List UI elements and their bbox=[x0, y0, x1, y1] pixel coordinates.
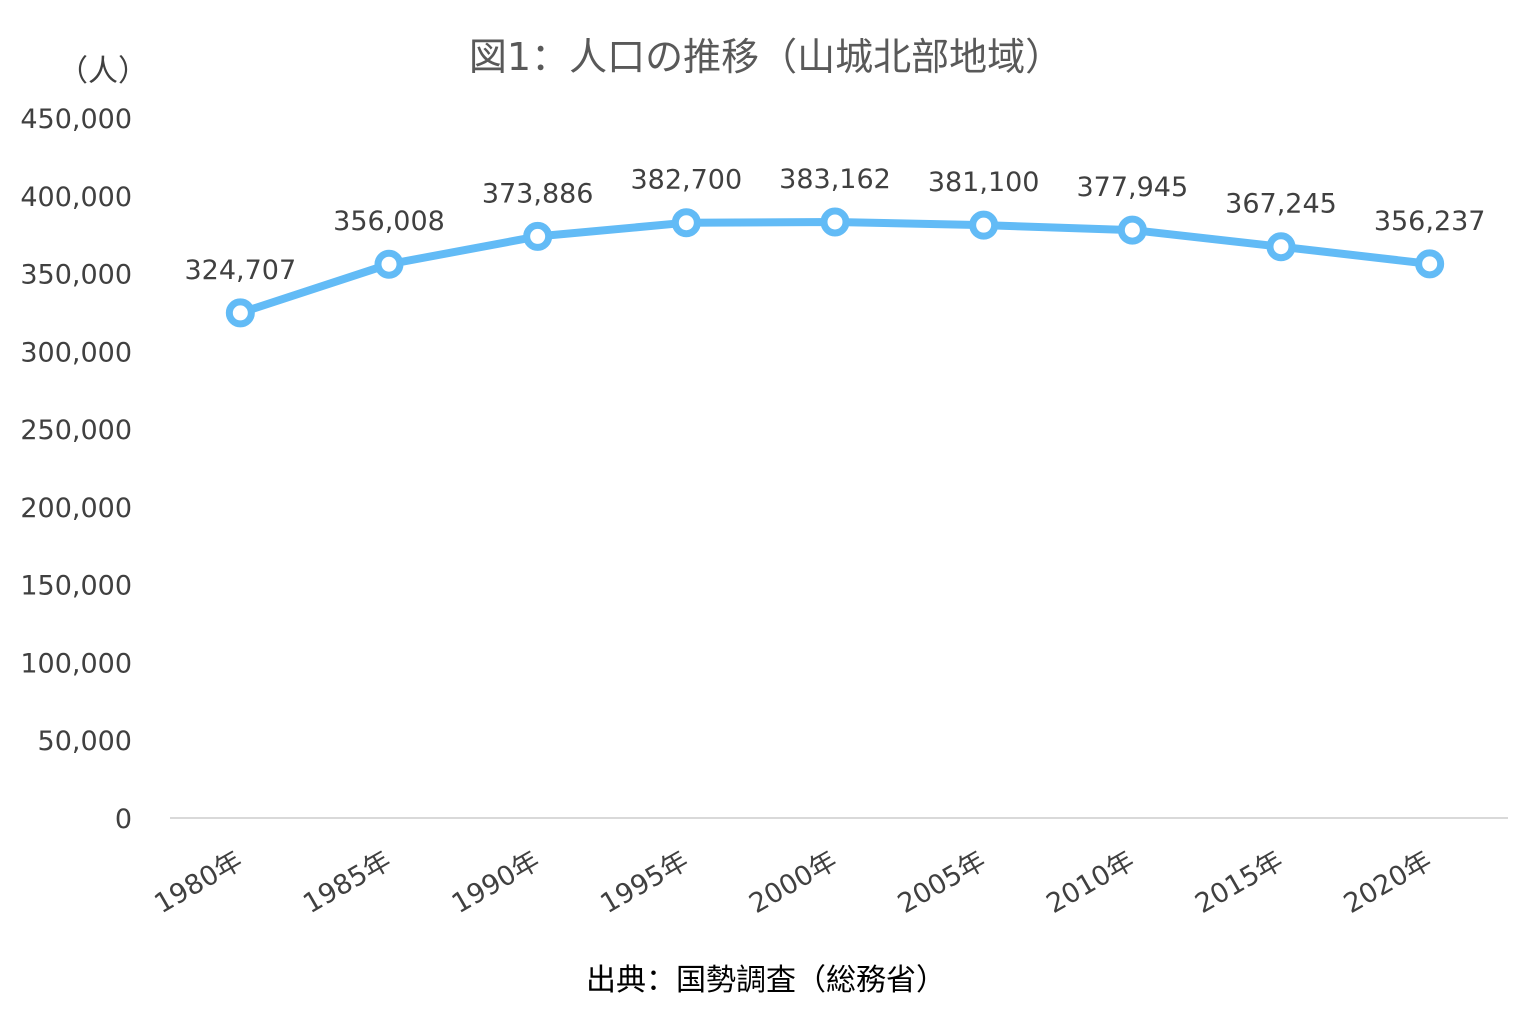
data-point bbox=[1415, 249, 1445, 279]
y-tick-label: 350,000 bbox=[20, 260, 132, 291]
y-tick-label: 250,000 bbox=[20, 415, 132, 446]
data-label: 356,008 bbox=[333, 206, 445, 237]
data-point bbox=[1266, 232, 1296, 262]
x-tick-label: 2005年 bbox=[893, 845, 991, 920]
x-tick-label: 1995年 bbox=[595, 845, 693, 920]
y-axis-ticks: 0 50,000 100,000 150,000 200,000 250,000 300,0… bbox=[20, 104, 132, 835]
data-point bbox=[225, 298, 255, 328]
data-point bbox=[671, 208, 701, 238]
chart-title: 図1：人口の推移（山城北部地域） bbox=[468, 35, 1064, 79]
x-tick-label: 2000年 bbox=[744, 845, 842, 920]
x-axis-ticks: 1980年 1985年 1990年 1995年 2000年 2005年 2010年 2015年… bbox=[149, 845, 1437, 920]
y-axis-unit: （人） bbox=[58, 54, 148, 89]
x-tick-label: 1990年 bbox=[447, 845, 545, 920]
data-point bbox=[374, 249, 404, 279]
data-label: 381,100 bbox=[928, 167, 1040, 198]
x-tick-label: 2010年 bbox=[1041, 845, 1139, 920]
y-tick-label: 50,000 bbox=[38, 726, 132, 757]
data-label: 382,700 bbox=[631, 165, 743, 196]
source-note: 出典：国勢調査（総務省） bbox=[586, 963, 946, 998]
y-tick-label: 300,000 bbox=[20, 337, 132, 368]
data-label: 383,162 bbox=[779, 164, 891, 195]
y-tick-label: 400,000 bbox=[20, 182, 132, 213]
data-label: 367,245 bbox=[1225, 189, 1337, 220]
data-point bbox=[523, 221, 553, 251]
y-tick-label: 100,000 bbox=[20, 648, 132, 679]
data-label: 373,886 bbox=[482, 178, 594, 209]
y-tick-label: 450,000 bbox=[20, 104, 132, 135]
data-point bbox=[820, 207, 850, 237]
y-tick-label: 0 bbox=[115, 804, 132, 835]
y-tick-label: 200,000 bbox=[20, 493, 132, 524]
y-tick-label: 150,000 bbox=[20, 571, 132, 602]
data-point bbox=[969, 210, 999, 240]
series-markers bbox=[225, 207, 1445, 328]
data-label: 356,237 bbox=[1374, 206, 1486, 237]
data-point bbox=[1117, 215, 1147, 245]
x-tick-label: 2020年 bbox=[1339, 845, 1437, 920]
data-labels: 324,707 356,008 373,886 382,700 383,162 381,1… bbox=[185, 164, 1486, 286]
data-label: 324,707 bbox=[185, 255, 297, 286]
x-tick-label: 1980年 bbox=[149, 845, 247, 920]
x-tick-label: 2015年 bbox=[1190, 845, 1288, 920]
x-tick-label: 1985年 bbox=[298, 845, 396, 920]
data-label: 377,945 bbox=[1077, 172, 1189, 203]
